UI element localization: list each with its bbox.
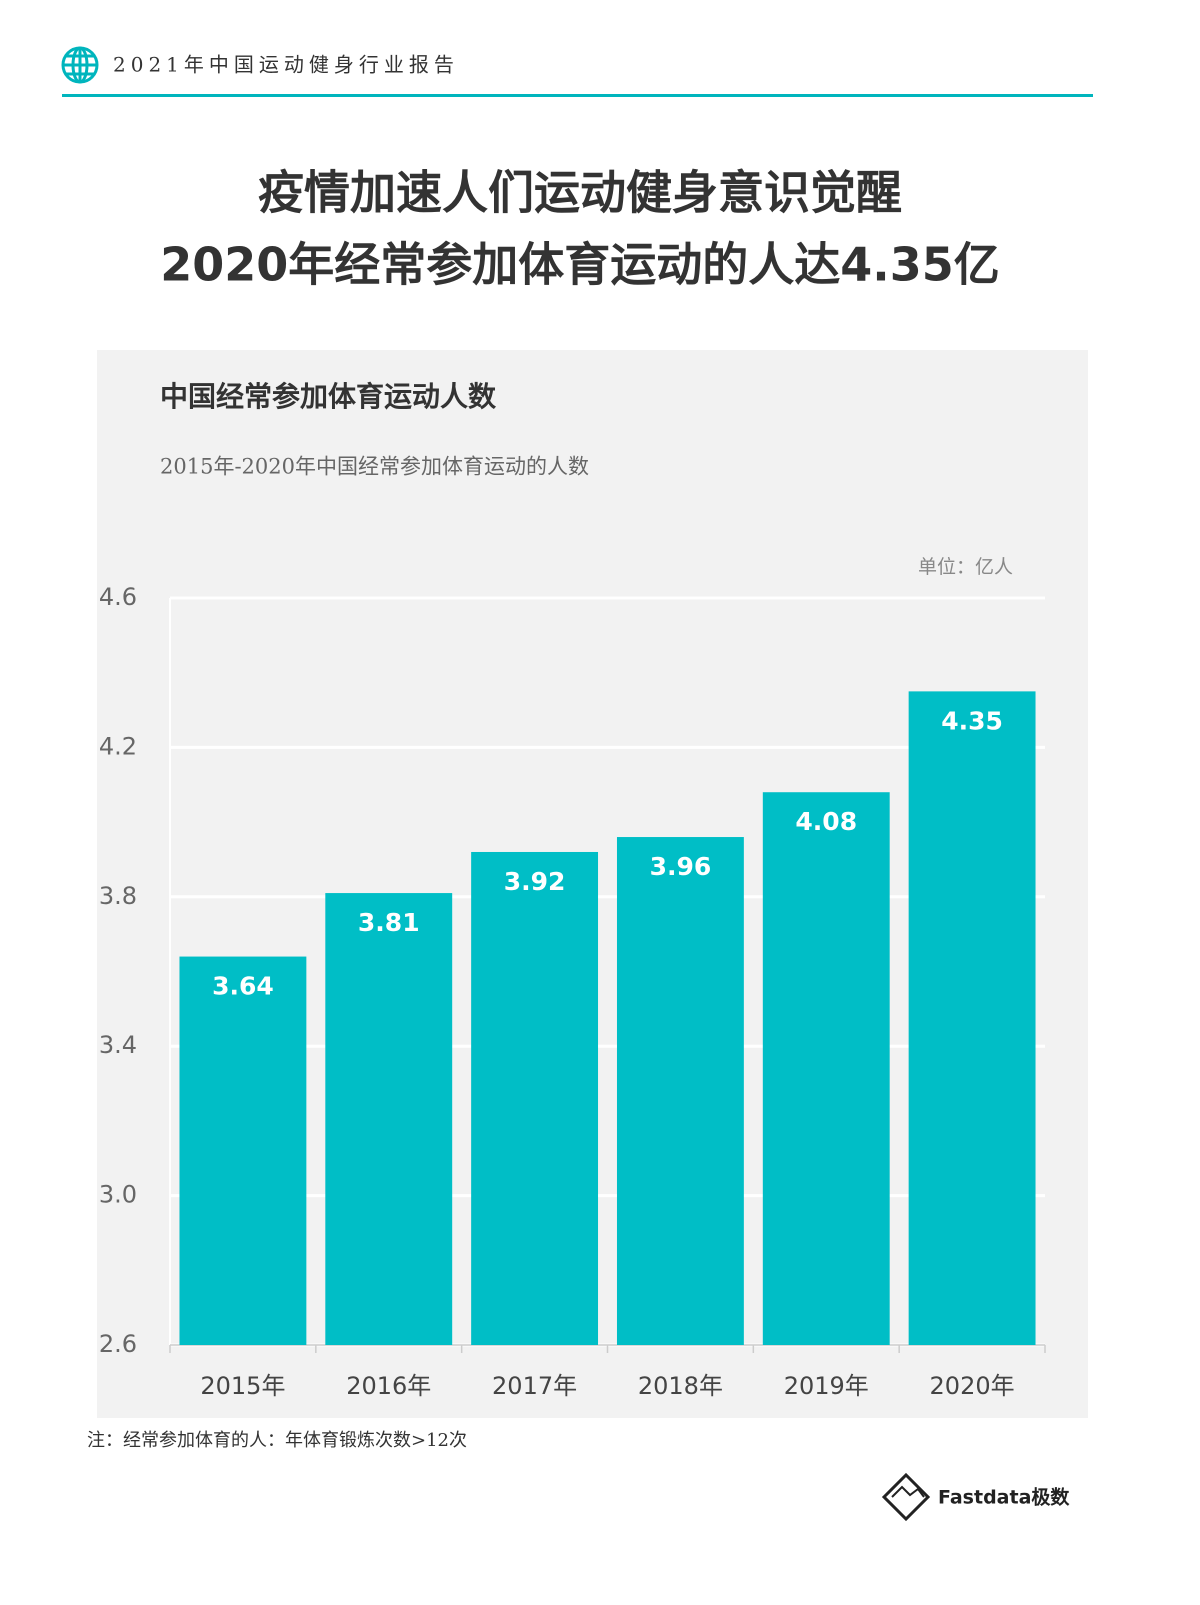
header-title: 2021年中国运动健身行业报告 (113, 53, 459, 77)
y-tick-label: 4.6 (99, 583, 137, 611)
value-label: 3.64 (212, 972, 274, 1001)
unit-label: 单位：亿人 (918, 556, 1013, 578)
footnote: 注：经常参加体育的人：年体育锻炼次数>12次 (87, 1430, 467, 1451)
value-label: 3.81 (358, 908, 420, 937)
value-label: 4.35 (941, 706, 1003, 735)
value-label: 4.08 (795, 807, 857, 836)
x-tick-label: 2020年 (930, 1372, 1015, 1400)
value-label: 3.96 (650, 852, 712, 881)
bar (325, 893, 453, 1345)
headline-line: 2020年经常参加体育运动的人达4.35亿 (160, 238, 1000, 292)
x-tick-label: 2017年 (492, 1372, 577, 1400)
x-tick-label: 2015年 (200, 1372, 285, 1400)
chart-title: 中国经常参加体育运动人数 (160, 380, 497, 413)
x-tick-label: 2018年 (638, 1372, 723, 1400)
header-rule (62, 94, 1093, 97)
bar (908, 691, 1036, 1345)
y-tick-label: 2.6 (99, 1330, 137, 1358)
header-icon (61, 46, 99, 84)
headline-line: 疫情加速人们运动健身意识觉醒 (258, 166, 902, 220)
chart-subtitle: 2015年-2020年中国经常参加体育运动的人数 (160, 455, 589, 479)
value-label: 3.92 (504, 867, 566, 896)
plot: 2.6 3.0 3.4 3.8 4.2 4.6 2015年 3.64 2016年 3.81 2017… (99, 583, 1046, 1400)
logo-text: Fastdata极数 (938, 1486, 1070, 1509)
logo-icon (881, 1472, 931, 1522)
y-tick-label: 3.4 (99, 1031, 137, 1059)
y-tick-label: 3.0 (99, 1181, 137, 1209)
bar (762, 792, 890, 1345)
y-tick-label: 3.8 (99, 882, 137, 910)
bar (179, 956, 307, 1345)
bar (616, 837, 744, 1345)
x-tick-label: 2019年 (784, 1372, 869, 1400)
bar (471, 851, 599, 1345)
x-tick-label: 2016年 (346, 1372, 431, 1400)
y-tick-label: 4.2 (99, 732, 137, 760)
